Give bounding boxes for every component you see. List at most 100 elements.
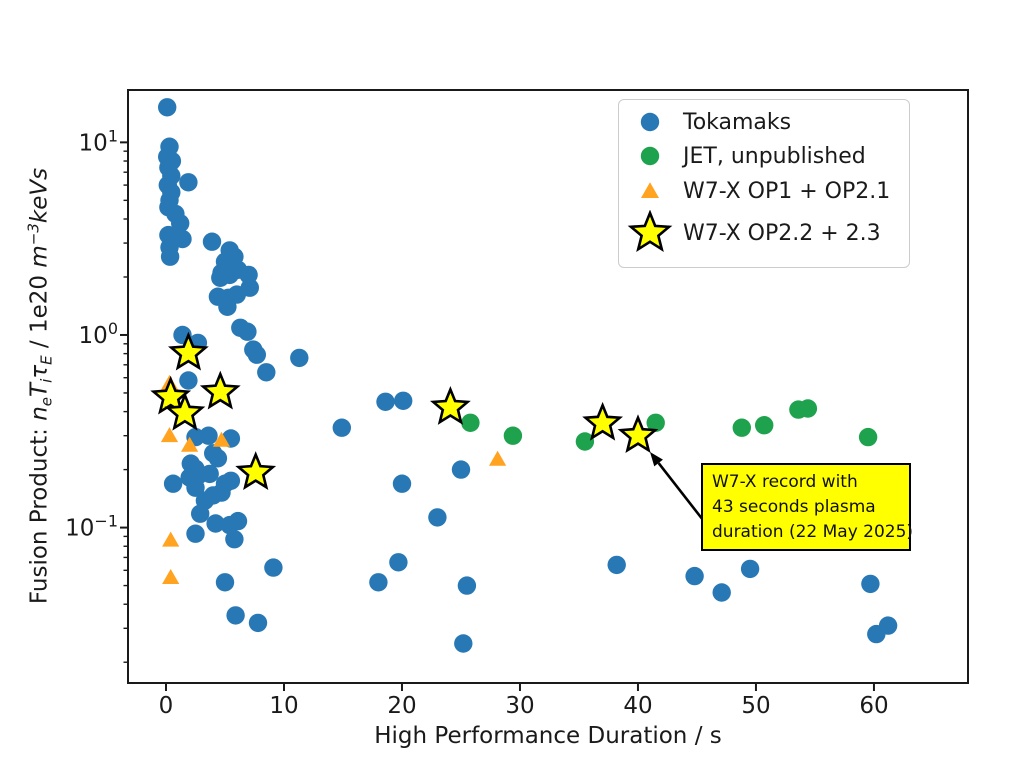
data-point	[248, 613, 268, 633]
data-point	[740, 559, 760, 579]
data-point	[861, 574, 880, 594]
x-tick-label: 50	[741, 693, 770, 719]
y-axis-label-segment: m	[26, 245, 53, 268]
data-point	[211, 268, 230, 287]
x-tick-label: 20	[387, 693, 416, 719]
data-point	[202, 232, 222, 251]
data-point	[461, 413, 480, 432]
data-point	[228, 511, 248, 531]
data-point	[199, 426, 218, 445]
data-point	[206, 514, 225, 533]
data-point	[215, 573, 235, 592]
legend-item-jet: JET, unpublished	[619, 139, 909, 173]
data-point	[162, 569, 180, 584]
data-point	[168, 331, 209, 371]
data-point	[160, 427, 179, 443]
data-point	[179, 371, 198, 390]
data-point	[732, 418, 751, 437]
data-point	[858, 427, 878, 447]
data-point	[389, 553, 408, 572]
legend-label: W7-X OP2.2 + 2.3	[683, 220, 881, 246]
x-axis-label: High Performance Duration / s	[374, 723, 722, 749]
y-axis-label-segment: keVs	[26, 167, 53, 224]
y-axis-label-segment: i	[37, 378, 56, 383]
triangle-marker-icon	[619, 179, 681, 203]
y-tick-label: 100	[79, 319, 118, 349]
y-axis-label-segment: E	[37, 355, 56, 365]
jet-marker-icon	[619, 144, 681, 168]
plot-frame	[127, 89, 969, 684]
y-axis-label-segment: T	[26, 382, 53, 397]
x-tick-label: 0	[159, 693, 174, 719]
y-tick-label: 101	[79, 126, 118, 156]
legend-label: Tokamaks	[683, 109, 792, 135]
data-point	[200, 464, 219, 484]
data-point	[247, 345, 266, 364]
annotation-line: W7-X record with	[712, 472, 858, 492]
data-point	[238, 322, 257, 341]
data-point	[646, 413, 665, 432]
y-axis-label: Fusion Product: neTiτE / 1e20 m−3keVs	[25, 168, 56, 604]
legend: Tokamaks JET, unpublished W7-X OP1 + OP2…	[618, 99, 910, 268]
data-point	[376, 392, 395, 411]
y-axis-label-segment: τ	[26, 364, 53, 379]
legend-item-w7x-op1: W7-X OP1 + OP2.1	[619, 173, 909, 209]
data-point	[225, 530, 244, 549]
y-axis-ticks: 101 100 10−1	[65, 126, 128, 542]
tokamaks-marker-icon	[619, 110, 681, 134]
series-w7-x-op2-2-2-3	[150, 331, 659, 490]
data-point	[369, 573, 388, 592]
data-point	[235, 451, 277, 490]
data-point	[218, 297, 237, 316]
data-point	[290, 348, 309, 368]
data-point	[575, 432, 595, 451]
y-axis-label-segment: n	[26, 406, 53, 421]
annotation-line: 43 seconds plasma	[712, 497, 876, 517]
data-point	[451, 460, 471, 479]
data-point	[160, 247, 180, 266]
annotation-arrow	[650, 452, 705, 521]
data-point	[150, 375, 192, 415]
y-axis-label-segment: /	[26, 333, 53, 356]
x-tick-label: 40	[623, 693, 652, 719]
y-axis-label-segment: −3	[24, 223, 43, 246]
data-point	[755, 416, 774, 435]
data-point	[186, 478, 205, 497]
data-point	[164, 391, 206, 431]
data-point	[798, 399, 818, 418]
data-point	[430, 386, 471, 425]
data-point	[428, 508, 447, 527]
data-point	[457, 576, 477, 595]
x-tick-label: 10	[269, 693, 298, 719]
data-point	[212, 483, 231, 502]
data-point	[171, 214, 190, 233]
data-point	[264, 558, 283, 577]
data-point	[394, 391, 413, 410]
data-point	[454, 634, 473, 653]
y-tick-label: 10−1	[65, 512, 118, 542]
annotation-line: duration (22 May 2025)	[712, 522, 914, 542]
y-axis-label-segment: Fusion Product:	[26, 420, 53, 605]
data-point	[607, 555, 626, 575]
x-tick-label: 30	[505, 693, 534, 719]
star-marker-icon	[619, 210, 681, 256]
y-axis-label-segment: 1e20	[26, 267, 53, 334]
data-point	[257, 363, 276, 382]
data-point	[163, 474, 183, 493]
data-point	[208, 449, 228, 468]
legend-item-w7x-op22: W7-X OP2.2 + 2.3	[619, 209, 909, 257]
data-point	[332, 418, 351, 437]
data-point	[226, 606, 245, 625]
data-point	[617, 414, 659, 454]
data-point	[173, 229, 192, 249]
data-point	[158, 98, 177, 117]
data-point	[503, 426, 523, 445]
data-point	[878, 616, 898, 635]
data-point	[186, 524, 205, 543]
data-point	[199, 370, 241, 410]
data-point	[179, 173, 198, 192]
data-point	[712, 583, 731, 602]
x-tick-label: 60	[859, 693, 888, 719]
